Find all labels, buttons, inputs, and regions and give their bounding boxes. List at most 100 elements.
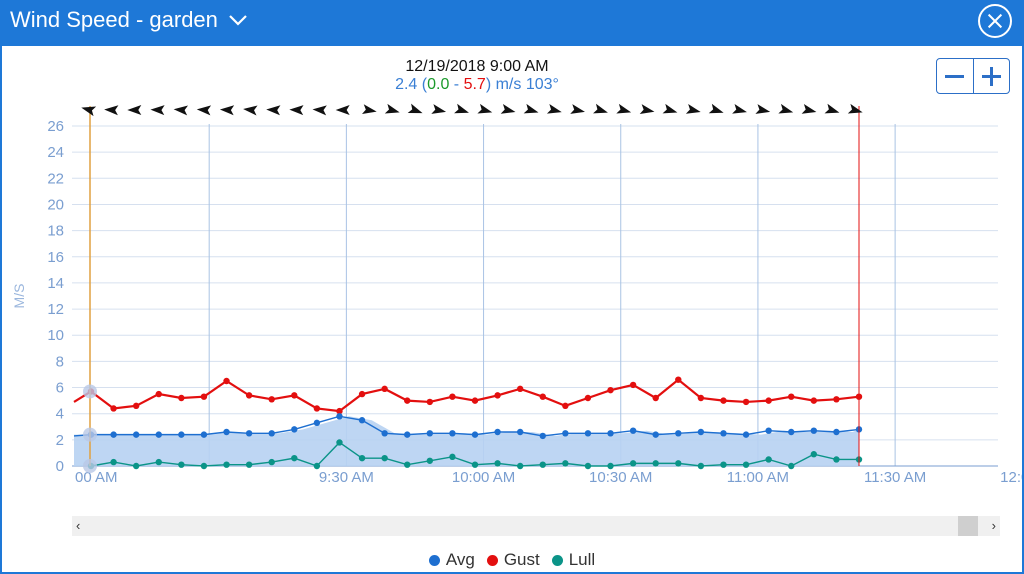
- cursor-readout: 12/19/2018 9:00 AM 2.4 (0.0 - 5.7) m/s 1…: [2, 58, 952, 94]
- scroll-left-icon[interactable]: ‹: [76, 518, 81, 533]
- readout-avg: 2.4: [395, 76, 418, 93]
- y-tick-label: 26: [47, 118, 64, 135]
- lull-point: [742, 461, 750, 468]
- wind-direction-icon: [384, 103, 400, 114]
- cursor-marker: [83, 459, 97, 473]
- arrow-shape: [289, 105, 304, 116]
- readout-datetime: 12/19/2018 9:00 AM: [405, 58, 549, 75]
- avg-point: [516, 428, 524, 436]
- y-tick-label: 6: [56, 380, 64, 397]
- avg-point: [291, 426, 298, 433]
- x-tick-label: 00 AM: [75, 469, 118, 486]
- chart-legend: Avg Gust Lull: [2, 550, 1022, 570]
- arrow-shape: [431, 104, 447, 114]
- station-dropdown[interactable]: Wind Speed - garden: [10, 7, 248, 33]
- avg-point: [562, 430, 569, 437]
- close-icon[interactable]: [978, 4, 1012, 38]
- avg-point: [675, 430, 682, 437]
- wind-direction-icon: [266, 105, 281, 116]
- y-tick-label: 20: [47, 196, 64, 213]
- gust-point: [562, 402, 569, 410]
- y-tick-label: 8: [56, 353, 64, 370]
- avg-point: [720, 430, 727, 437]
- scrollbar-thumb[interactable]: [958, 516, 978, 536]
- arrow-shape: [81, 106, 97, 117]
- avg-point: [697, 428, 705, 436]
- lull-point: [607, 462, 614, 470]
- lull-point: [516, 462, 524, 470]
- wind-direction-icon: [732, 103, 747, 114]
- arrow-shape: [219, 105, 235, 116]
- wind-direction-icon: [708, 103, 724, 114]
- arrow-shape: [150, 105, 165, 116]
- legend-item-avg[interactable]: Avg: [428, 550, 475, 570]
- x-tick-label: 10:30 AM: [589, 469, 652, 486]
- wind-direction-icon: [616, 103, 632, 114]
- wind-direction-icon: [500, 104, 516, 114]
- readout-unit: m/s 103°: [491, 76, 559, 93]
- gust-point: [132, 402, 140, 410]
- avg-point: [765, 427, 772, 434]
- readout-sep: -: [449, 76, 464, 93]
- cursor-marker: [83, 427, 97, 442]
- y-tick-label: 4: [56, 406, 64, 423]
- arrow-shape: [824, 103, 840, 114]
- legend-item-gust[interactable]: Gust: [486, 550, 540, 570]
- zoom-out-icon[interactable]: [937, 59, 974, 93]
- x-tick-label: 12:00 PM: [1000, 469, 1022, 486]
- y-tick-label: 16: [47, 249, 64, 266]
- legend-lull-label: Lull: [568, 550, 596, 569]
- lull-point: [629, 460, 637, 467]
- scroll-right-icon[interactable]: ›: [991, 518, 996, 533]
- avg-point: [313, 419, 321, 427]
- lull-point: [358, 454, 366, 462]
- chart-panel: 12/19/2018 9:00 AM 2.4 (0.0 - 5.7) m/s 1…: [2, 46, 1022, 572]
- gust-point: [584, 394, 592, 402]
- arrow-shape: [685, 104, 701, 114]
- avg-point: [652, 431, 659, 438]
- y-tick-label: 24: [47, 144, 64, 161]
- arrow-shape: [477, 103, 493, 114]
- avg-point: [471, 431, 479, 438]
- lull-point: [155, 458, 162, 466]
- legend-avg-dot: [428, 554, 440, 566]
- lull-point: [291, 454, 298, 462]
- gust-point: [200, 393, 208, 400]
- avg-point: [584, 430, 592, 437]
- gust-point: [516, 385, 524, 393]
- zoom-controls: [936, 58, 1010, 94]
- avg-point: [381, 430, 388, 437]
- gust-point: [697, 394, 705, 402]
- wind-direction-icon: [219, 105, 235, 116]
- wind-direction-icon: [523, 103, 539, 114]
- gust-point: [449, 393, 456, 400]
- gust-point: [336, 407, 343, 415]
- y-tick-label: 22: [47, 170, 64, 187]
- gust-point: [765, 397, 772, 404]
- avg-point: [742, 431, 750, 438]
- wind-direction-icon: [662, 103, 678, 114]
- arrow-shape: [778, 103, 794, 114]
- avg-point: [539, 432, 546, 440]
- gust-point: [788, 393, 795, 400]
- arrow-shape: [407, 103, 423, 114]
- readout-gust: 5.7: [463, 76, 486, 93]
- legend-item-lull[interactable]: Lull: [551, 550, 596, 570]
- gust-point: [426, 398, 434, 406]
- avg-point: [132, 431, 140, 438]
- avg-point: [245, 430, 253, 437]
- gust-point: [381, 385, 388, 393]
- gust-point: [539, 393, 546, 400]
- wind-direction-icon: [847, 103, 863, 114]
- wind-direction-icon: [312, 105, 327, 116]
- y-tick-label: 2: [56, 432, 64, 449]
- wind-direction-icon: [639, 104, 655, 114]
- lull-point: [652, 460, 659, 467]
- gust-point: [291, 392, 298, 399]
- x-tick-label: 11:30 AM: [864, 469, 926, 486]
- chart-scrollbar[interactable]: ‹ ›: [72, 516, 1000, 536]
- gust-point: [629, 381, 637, 389]
- zoom-in-icon[interactable]: [974, 59, 1010, 93]
